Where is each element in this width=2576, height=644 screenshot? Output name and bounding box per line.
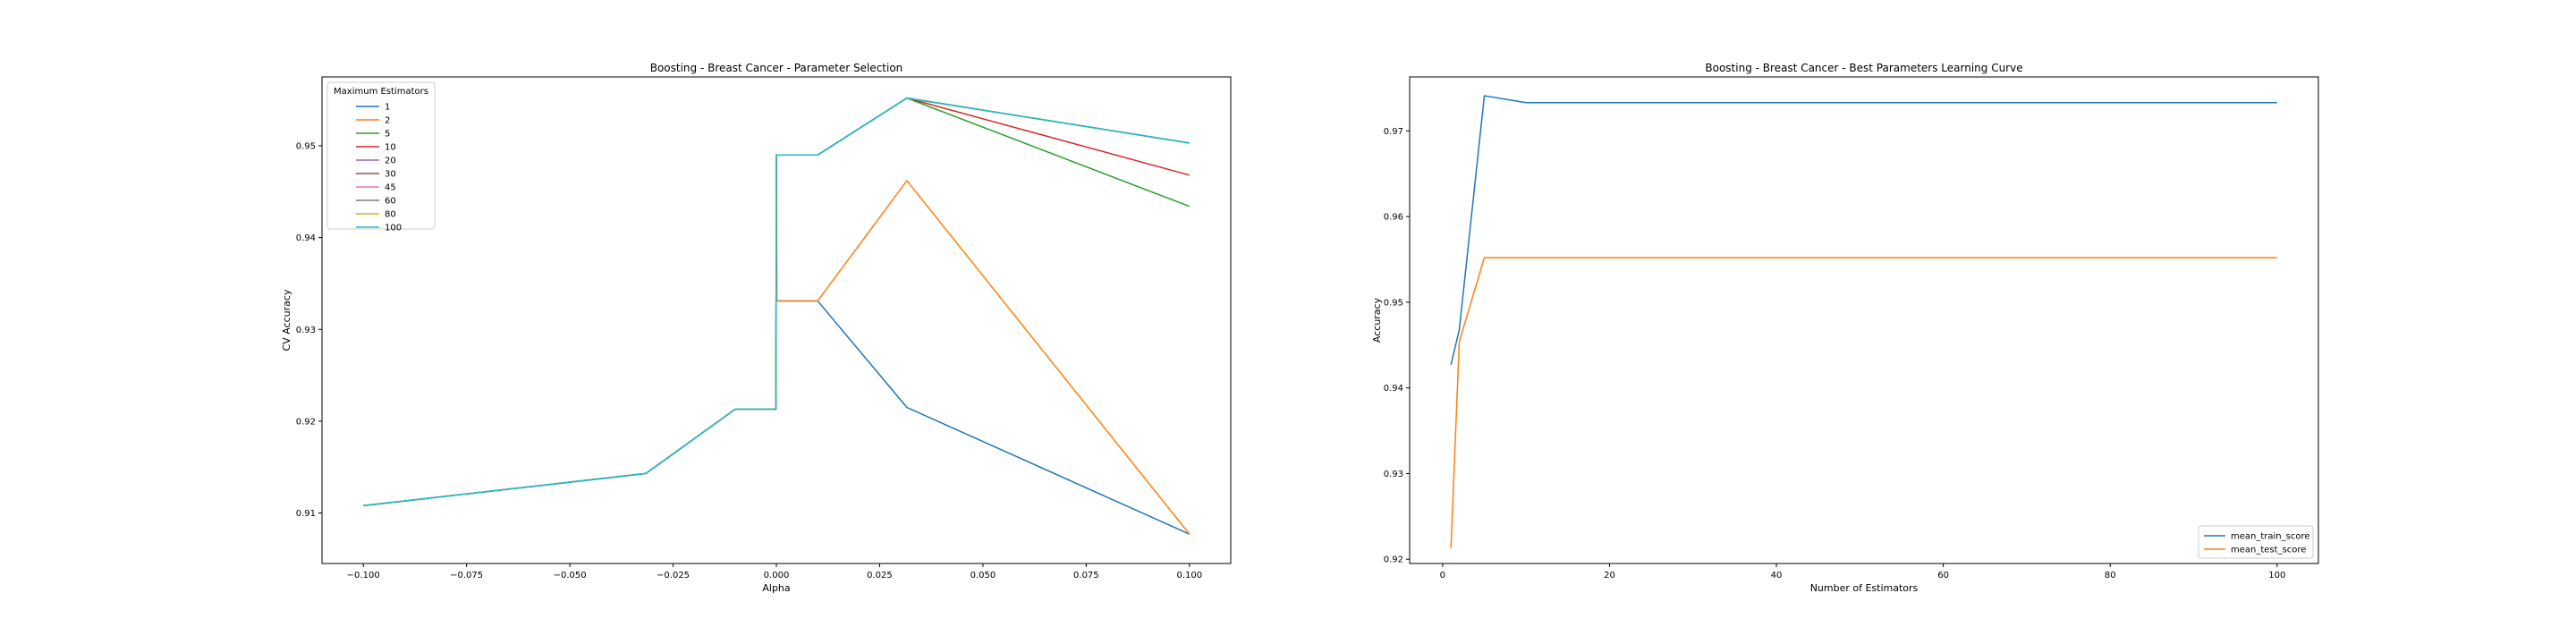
legend-label: 5: [385, 130, 390, 140]
legend-label: 10: [385, 143, 396, 153]
x-tick-label: 0.050: [970, 571, 996, 580]
legend-label: mean_test_score: [2231, 546, 2306, 555]
x-axis-label: Alpha: [762, 582, 790, 594]
legend-label: 20: [385, 157, 396, 166]
plot-area: 0 20 40 60 80 100 0.92 0.93 0.94 0.95 0.96 0.97 mean…: [1384, 76, 2319, 580]
x-tick-label: 0.025: [867, 571, 893, 580]
legend-label: mean_train_score: [2231, 532, 2310, 542]
series-lines: [363, 97, 1191, 535]
y-tick-label: 0.93: [1384, 470, 1403, 479]
y-axis-ticks: 0.91 0.92 0.93 0.94 0.95: [296, 141, 322, 519]
y-axis-ticks: 0.92 0.93 0.94 0.95 0.96 0.97: [1384, 127, 1410, 565]
series-line-mean-train-score: [1450, 95, 2277, 365]
legend-title: Maximum Estimators: [334, 87, 428, 97]
legend-label: 80: [385, 210, 396, 220]
y-tick-label: 0.93: [296, 326, 316, 335]
legend-label: 2: [385, 116, 390, 126]
x-tick-label: 100: [2268, 571, 2285, 580]
parameter-selection-chart: Boosting - Breast Cancer - Parameter Sel…: [281, 62, 1232, 594]
series-lines: [1450, 95, 2277, 548]
x-tick-label: −0.075: [450, 571, 483, 580]
x-tick-label: 0.100: [1176, 571, 1202, 580]
x-tick-label: −0.025: [657, 571, 690, 580]
plot-area: −0.100 −0.075 −0.050 −0.025 0.000 0.025 0.050 0…: [296, 76, 1232, 580]
x-tick-label: 0.075: [1073, 571, 1099, 580]
axes-border: [1409, 76, 2319, 564]
y-tick-label: 0.96: [1384, 213, 1403, 223]
y-tick-label: 0.94: [1384, 384, 1403, 394]
series-line-100: [363, 97, 1190, 507]
y-tick-label: 0.91: [296, 509, 316, 519]
learning-curve-chart: Boosting - Breast Cancer - Best Paramete…: [1371, 62, 2319, 594]
legend-box: [326, 81, 436, 230]
legend: mean_train_score mean_test_score: [2198, 525, 2314, 559]
x-tick-label: −0.050: [554, 571, 587, 580]
legend-label: 30: [385, 170, 396, 180]
y-axis-label: CV Accuracy: [281, 289, 292, 351]
y-tick-label: 0.92: [1384, 555, 1403, 565]
legend-label: 100: [385, 224, 402, 233]
x-tick-label: 0.000: [764, 571, 790, 580]
x-tick-label: 0: [1440, 571, 1445, 580]
y-tick-label: 0.94: [296, 233, 316, 243]
x-tick-label: 20: [1604, 571, 1615, 580]
chart-title: Boosting - Breast Cancer - Parameter Sel…: [650, 62, 903, 74]
x-tick-label: 80: [2105, 571, 2116, 580]
x-tick-label: −0.100: [347, 571, 380, 580]
x-axis-label: Number of Estimators: [1810, 582, 1919, 594]
y-tick-label: 0.97: [1384, 127, 1403, 137]
x-tick-label: 40: [1771, 571, 1783, 580]
y-tick-label: 0.95: [296, 141, 316, 151]
x-tick-label: 60: [1937, 571, 1949, 580]
x-axis-ticks: −0.100 −0.075 −0.050 −0.025 0.000 0.025 0.050 0…: [347, 564, 1202, 580]
y-tick-label: 0.92: [296, 417, 316, 427]
x-axis-ticks: 0 20 40 60 80 100: [1440, 564, 2285, 580]
legend-label: 60: [385, 197, 396, 207]
legend: Maximum Estimators 1 2 5 10 20 30 45 60 80 100: [326, 81, 436, 233]
y-tick-label: 0.95: [1384, 298, 1403, 308]
legend-box: [2198, 525, 2314, 559]
legend-label: 1: [385, 103, 390, 113]
chart-title: Boosting - Breast Cancer - Best Paramete…: [1705, 62, 2022, 74]
y-axis-label: Accuracy: [1371, 297, 1383, 343]
series-line-mean-test-score: [1450, 257, 2277, 548]
legend-label: 45: [385, 183, 396, 193]
